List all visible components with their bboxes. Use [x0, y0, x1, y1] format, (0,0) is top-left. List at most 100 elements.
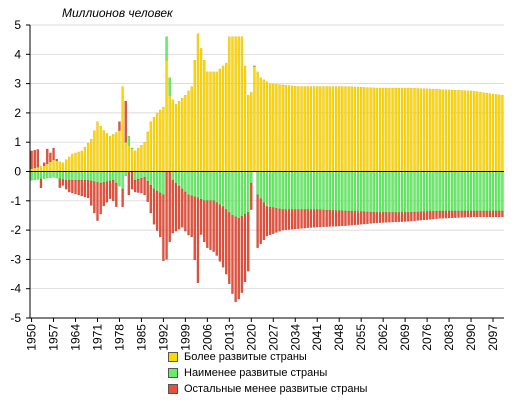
bar-least_developed-2096 — [489, 172, 491, 212]
bar-developed-1969 — [90, 139, 92, 171]
bar-developed-2096 — [489, 94, 491, 172]
bar-developed-1987 — [147, 132, 149, 172]
bar-developed-2009 — [216, 72, 218, 172]
bar-other_developing-1960 — [62, 180, 64, 186]
bar-other_developing-2077 — [429, 211, 431, 219]
bar-other_developing-2009 — [216, 203, 218, 256]
bar-other_developing-2064 — [388, 213, 390, 223]
bar-other_developing-1978 — [118, 122, 120, 131]
bar-least_developed-1979 — [122, 172, 124, 190]
bar-least_developed-2068 — [401, 172, 403, 213]
bar-developed-2003 — [197, 34, 199, 172]
bar-other_developing-2074 — [420, 212, 422, 220]
bar-developed-2004 — [200, 48, 202, 171]
bar-other_developing-2055 — [360, 212, 362, 224]
bar-developed-2067 — [398, 88, 400, 172]
bar-other_developing-2020 — [250, 183, 252, 209]
bar-least_developed-2040 — [313, 172, 315, 210]
bar-developed-2058 — [370, 88, 372, 172]
bar-least_developed-2044 — [326, 172, 328, 211]
bar-least_developed-1963 — [71, 172, 73, 181]
bar-least_developed-2035 — [297, 172, 299, 210]
bar-other_developing-2070 — [407, 213, 409, 222]
bar-other_developing-1979 — [122, 189, 124, 207]
bar-other_developing-2100 — [501, 211, 503, 217]
bar-developed-2025 — [266, 82, 268, 172]
bar-other_developing-2093 — [479, 211, 481, 217]
bar-least_developed-2002 — [194, 172, 196, 197]
bar-other_developing-1961 — [65, 180, 67, 189]
bar-other_developing-2098 — [495, 211, 497, 217]
bar-other_developing-2025 — [266, 207, 268, 236]
bar-developed-1960 — [62, 163, 64, 172]
bar-other_developing-2068 — [401, 213, 403, 222]
bar-developed-2087 — [461, 90, 463, 171]
bar-developed-2079 — [436, 89, 438, 171]
bar-developed-2082 — [445, 90, 447, 172]
bar-other_developing-1964 — [75, 180, 77, 194]
bar-developed-1985 — [140, 145, 142, 171]
bar-least_developed-1993 — [166, 37, 168, 60]
bar-least_developed-2000 — [188, 172, 190, 195]
bar-least_developed-1978 — [118, 172, 120, 187]
bar-developed-1997 — [178, 101, 180, 171]
bar-developed-1961 — [65, 160, 67, 172]
bar-other_developing-2045 — [329, 210, 331, 226]
bar-least_developed-1989 — [153, 172, 155, 190]
bar-developed-2049 — [341, 87, 343, 172]
bar-developed-2070 — [407, 88, 409, 172]
bar-other_developing-1973 — [103, 182, 105, 205]
bar-developed-2075 — [423, 89, 425, 172]
bar-other_developing-1980 — [125, 101, 127, 142]
bar-developed-1999 — [184, 95, 186, 171]
bar-other_developing-1966 — [81, 180, 83, 196]
bar-least_developed-2076 — [426, 172, 428, 212]
bar-other_developing-2008 — [213, 201, 215, 252]
bar-least_developed-2032 — [288, 172, 290, 210]
bar-developed-2055 — [360, 87, 362, 171]
bar-least_developed-2033 — [291, 172, 293, 210]
bar-other_developing-2076 — [426, 212, 428, 220]
bar-developed-2050 — [345, 87, 347, 172]
bar-developed-2031 — [285, 85, 287, 171]
bar-developed-2042 — [319, 87, 321, 172]
bar-developed-2100 — [501, 95, 503, 171]
bar-developed-2027 — [272, 84, 274, 172]
bar-least_developed-1984 — [137, 172, 139, 180]
bar-developed-2028 — [275, 84, 277, 171]
bar-least_developed-1997 — [178, 172, 180, 187]
bar-developed-2019 — [247, 95, 249, 171]
bar-developed-2001 — [191, 87, 193, 172]
bar-least_developed-2022 — [257, 172, 259, 195]
bar-developed-2026 — [269, 84, 271, 172]
bar-developed-2069 — [404, 88, 406, 172]
bar-least_developed-1960 — [62, 172, 64, 180]
bar-least_developed-2089 — [467, 172, 469, 212]
bar-least_developed-2060 — [376, 172, 378, 213]
bar-least_developed-1973 — [103, 172, 105, 183]
bar-developed-2034 — [294, 86, 296, 171]
x-tick-label: 2041 — [310, 324, 324, 351]
bar-other_developing-2048 — [338, 211, 340, 226]
bar-developed-2077 — [429, 89, 431, 171]
bar-least_developed-2052 — [351, 172, 353, 212]
bar-developed-1995 — [172, 100, 174, 172]
bar-other_developing-2080 — [439, 211, 441, 218]
bar-least_developed-2001 — [191, 172, 193, 196]
bar-other_developing-2027 — [272, 208, 274, 234]
bar-least_developed-2098 — [495, 172, 497, 212]
bar-developed-2018 — [244, 66, 246, 171]
bar-least_developed-2097 — [492, 172, 494, 212]
y-tick-label: 5 — [14, 18, 21, 32]
bar-other_developing-1984 — [137, 179, 139, 192]
bar-developed-1992 — [162, 107, 164, 171]
bar-least_developed-2085 — [454, 172, 456, 212]
bar-least_developed-2048 — [338, 172, 340, 211]
bar-developed-2091 — [473, 91, 475, 171]
bar-least_developed-1992 — [162, 172, 164, 195]
y-tick-label: -4 — [10, 282, 21, 296]
bar-least_developed-2041 — [316, 172, 318, 210]
bar-other_developing-2042 — [319, 210, 321, 227]
bar-developed-2068 — [401, 88, 403, 172]
